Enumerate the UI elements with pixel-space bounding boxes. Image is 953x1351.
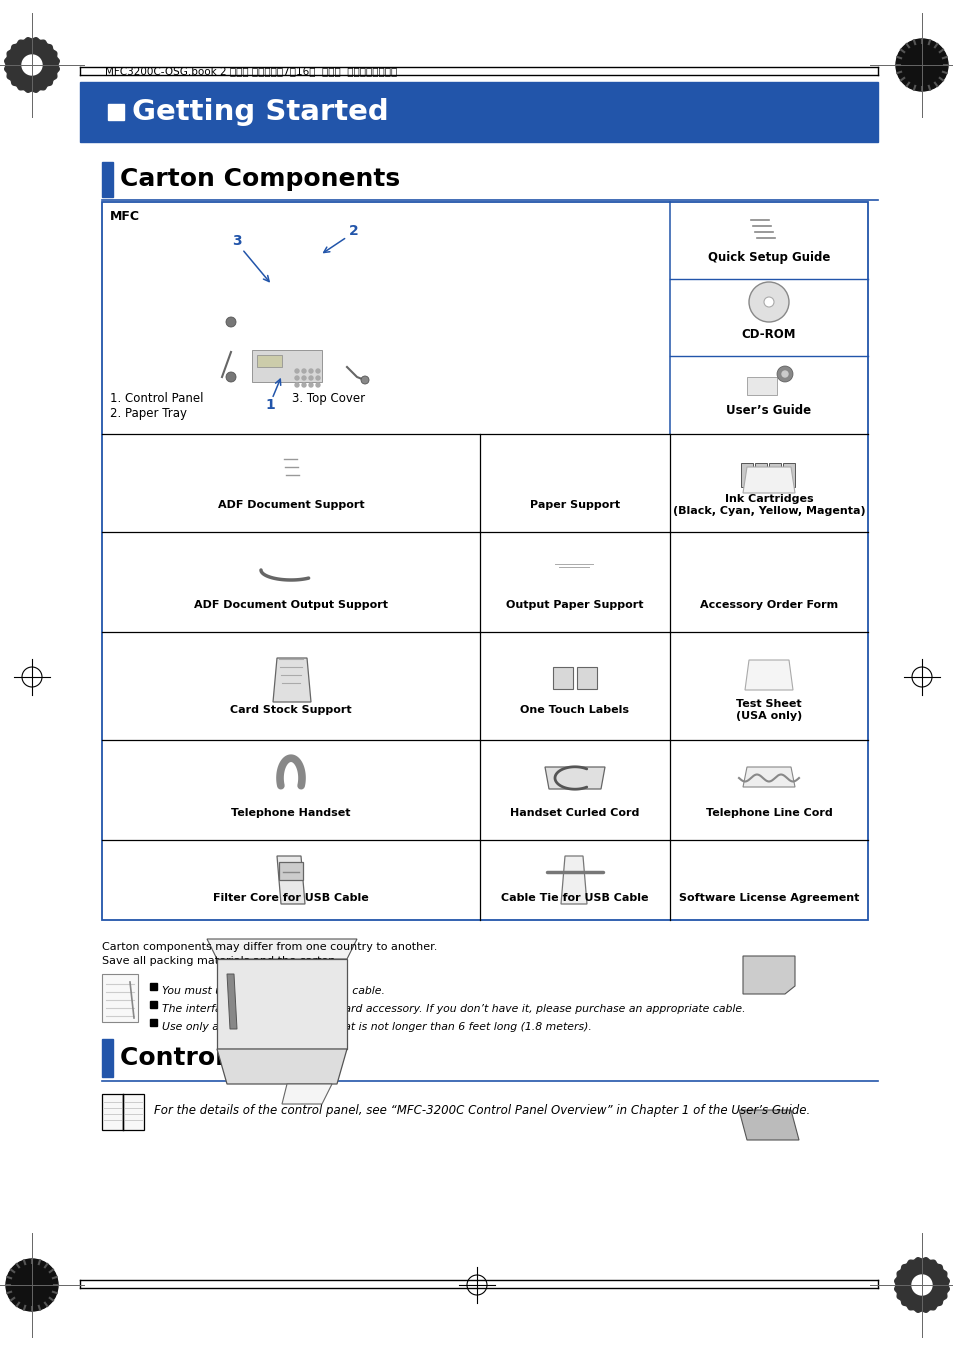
Text: 1: 1 bbox=[265, 399, 274, 412]
Text: MFC3200C-QSG.book 2 ページ ２００２年7月16日  火曜日  午前１０時１０分: MFC3200C-QSG.book 2 ページ ２００２年7月16日 火曜日 午… bbox=[105, 66, 396, 76]
Polygon shape bbox=[207, 939, 356, 959]
Circle shape bbox=[309, 369, 313, 373]
Polygon shape bbox=[560, 857, 586, 904]
Text: 2: 2 bbox=[349, 224, 358, 238]
Circle shape bbox=[911, 1275, 931, 1296]
Bar bbox=[746, 377, 776, 394]
Circle shape bbox=[294, 382, 298, 386]
Text: Carton Components: Carton Components bbox=[120, 168, 399, 190]
Text: The interface cable is not a standard accessory. If you don’t have it, please pu: The interface cable is not a standard ac… bbox=[162, 1004, 745, 1015]
Text: MFC: MFC bbox=[110, 209, 140, 223]
Text: Accessory Order Form: Accessory Order Form bbox=[700, 600, 837, 611]
Text: Output Paper Support: Output Paper Support bbox=[506, 600, 643, 611]
Circle shape bbox=[781, 372, 787, 377]
Polygon shape bbox=[739, 1111, 799, 1140]
Bar bbox=[123, 1094, 144, 1129]
Text: CD-ROM: CD-ROM bbox=[741, 327, 796, 340]
Text: Paper Support: Paper Support bbox=[529, 500, 619, 509]
Circle shape bbox=[309, 382, 313, 386]
Polygon shape bbox=[282, 1084, 332, 1104]
Circle shape bbox=[226, 317, 235, 327]
Polygon shape bbox=[273, 658, 311, 703]
Polygon shape bbox=[742, 767, 794, 788]
Bar bbox=[768, 463, 781, 486]
Polygon shape bbox=[742, 467, 794, 493]
Bar bbox=[256, 355, 282, 367]
Circle shape bbox=[302, 376, 306, 380]
Bar bbox=[740, 463, 752, 486]
Polygon shape bbox=[742, 957, 794, 994]
Polygon shape bbox=[216, 1048, 347, 1084]
Polygon shape bbox=[216, 959, 347, 1048]
Text: For the details of the control panel, see “MFC-3200C Control Panel Overview” in : For the details of the control panel, se… bbox=[153, 1104, 809, 1117]
Bar bbox=[553, 667, 573, 689]
Text: Cable Tie for USB Cable: Cable Tie for USB Cable bbox=[500, 893, 648, 902]
Text: User’s Guide: User’s Guide bbox=[725, 404, 811, 417]
Polygon shape bbox=[276, 857, 305, 904]
Polygon shape bbox=[227, 974, 236, 1029]
Text: 2. Paper Tray: 2. Paper Tray bbox=[110, 407, 187, 420]
Circle shape bbox=[226, 372, 235, 382]
Text: 3: 3 bbox=[232, 234, 241, 249]
Text: Getting Started: Getting Started bbox=[132, 99, 388, 126]
Circle shape bbox=[360, 376, 369, 384]
Circle shape bbox=[294, 369, 298, 373]
Text: Handset Curled Cord: Handset Curled Cord bbox=[510, 808, 639, 817]
Circle shape bbox=[294, 376, 298, 380]
Bar bbox=[102, 162, 112, 197]
Circle shape bbox=[22, 55, 42, 76]
Bar bbox=[577, 667, 597, 689]
Circle shape bbox=[315, 369, 319, 373]
Circle shape bbox=[776, 366, 792, 382]
Circle shape bbox=[315, 376, 319, 380]
Circle shape bbox=[315, 382, 319, 386]
Circle shape bbox=[895, 39, 947, 91]
Circle shape bbox=[309, 376, 313, 380]
Bar bbox=[102, 203, 867, 920]
Text: Software License Agreement: Software License Agreement bbox=[679, 893, 859, 902]
Text: You must use the appropriate USB cable.: You must use the appropriate USB cable. bbox=[162, 986, 385, 996]
Bar bbox=[80, 82, 877, 142]
Bar bbox=[252, 350, 322, 382]
Text: 3. Top Cover: 3. Top Cover bbox=[292, 392, 365, 405]
Bar bbox=[782, 463, 794, 486]
Text: Test Sheet
(USA only): Test Sheet (USA only) bbox=[735, 700, 801, 721]
Circle shape bbox=[763, 297, 773, 307]
Circle shape bbox=[302, 382, 306, 386]
Text: 1. Control Panel: 1. Control Panel bbox=[110, 392, 203, 405]
Circle shape bbox=[6, 1259, 58, 1310]
Text: Filter Core for USB Cable: Filter Core for USB Cable bbox=[213, 893, 369, 902]
Circle shape bbox=[302, 369, 306, 373]
Bar bbox=[150, 1001, 157, 1008]
Text: Quick Setup Guide: Quick Setup Guide bbox=[707, 250, 829, 263]
Text: ADF Document Support: ADF Document Support bbox=[217, 500, 364, 509]
Polygon shape bbox=[5, 38, 59, 92]
Bar bbox=[102, 974, 138, 1021]
Text: One Touch Labels: One Touch Labels bbox=[520, 705, 629, 715]
Text: ADF Document Output Support: ADF Document Output Support bbox=[193, 600, 388, 611]
Bar bbox=[150, 1019, 157, 1025]
Polygon shape bbox=[894, 1258, 948, 1312]
Text: Carton components may differ from one country to another.: Carton components may differ from one co… bbox=[102, 942, 436, 952]
Bar bbox=[150, 984, 157, 990]
Text: Telephone Line Cord: Telephone Line Cord bbox=[705, 808, 832, 817]
Bar bbox=[102, 1039, 112, 1077]
Text: Control Panel: Control Panel bbox=[120, 1046, 311, 1070]
Text: Use only a USB interface cable that is not longer than 6 feet long (1.8 meters).: Use only a USB interface cable that is n… bbox=[162, 1021, 591, 1032]
Circle shape bbox=[748, 282, 788, 322]
Text: Telephone Handset: Telephone Handset bbox=[231, 808, 351, 817]
Text: Ink Cartridges
(Black, Cyan, Yellow, Magenta): Ink Cartridges (Black, Cyan, Yellow, Mag… bbox=[672, 494, 864, 516]
Bar bbox=[754, 463, 766, 486]
Text: Card Stock Support: Card Stock Support bbox=[230, 705, 352, 715]
Bar bbox=[102, 1094, 123, 1129]
Polygon shape bbox=[544, 767, 604, 789]
Text: Save all packing materials and the carton.: Save all packing materials and the carto… bbox=[102, 957, 338, 966]
Bar bbox=[278, 862, 303, 880]
Polygon shape bbox=[744, 661, 792, 690]
Bar bbox=[108, 104, 124, 120]
